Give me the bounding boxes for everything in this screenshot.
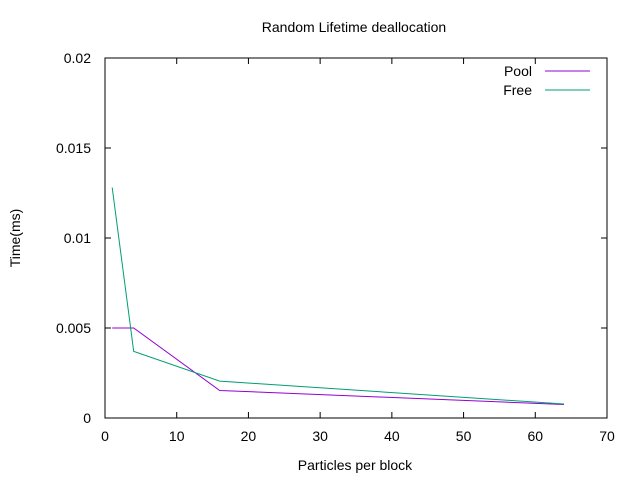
x-tick-label: 0 [101,428,109,444]
x-tick-label: 20 [241,428,257,444]
x-axis-ticks: 0 10 20 30 40 50 60 70 [101,58,615,444]
series-line-free [111,187,565,405]
y-tick-label: 0.02 [64,50,91,66]
x-tick-label: 50 [456,428,472,444]
y-tick-label: 0.015 [56,140,91,156]
series-layer [111,187,565,405]
y-axis-ticks: 0 0.005 0.01 0.015 0.02 [56,50,607,426]
y-tick-label: 0.005 [56,320,91,336]
plot-frame [104,57,608,419]
x-tick-label: 60 [527,428,543,444]
x-tick-label: 30 [312,428,328,444]
legend-label-free: Free [503,82,532,98]
y-tick-label: 0.01 [64,230,91,246]
x-tick-label: 70 [599,428,615,444]
x-axis-label: Particles per block [298,457,413,473]
series-line-pool [112,327,565,405]
x-tick-label: 10 [169,428,185,444]
chart-title: Random Lifetime deallocation [262,19,446,35]
legend: Pool Free [503,63,590,98]
y-tick-label: 0 [83,410,91,426]
plot-border [104,57,608,419]
y-axis-label: Time(ms) [7,209,23,268]
legend-label-pool: Pool [504,63,532,79]
x-tick-label: 40 [384,428,400,444]
